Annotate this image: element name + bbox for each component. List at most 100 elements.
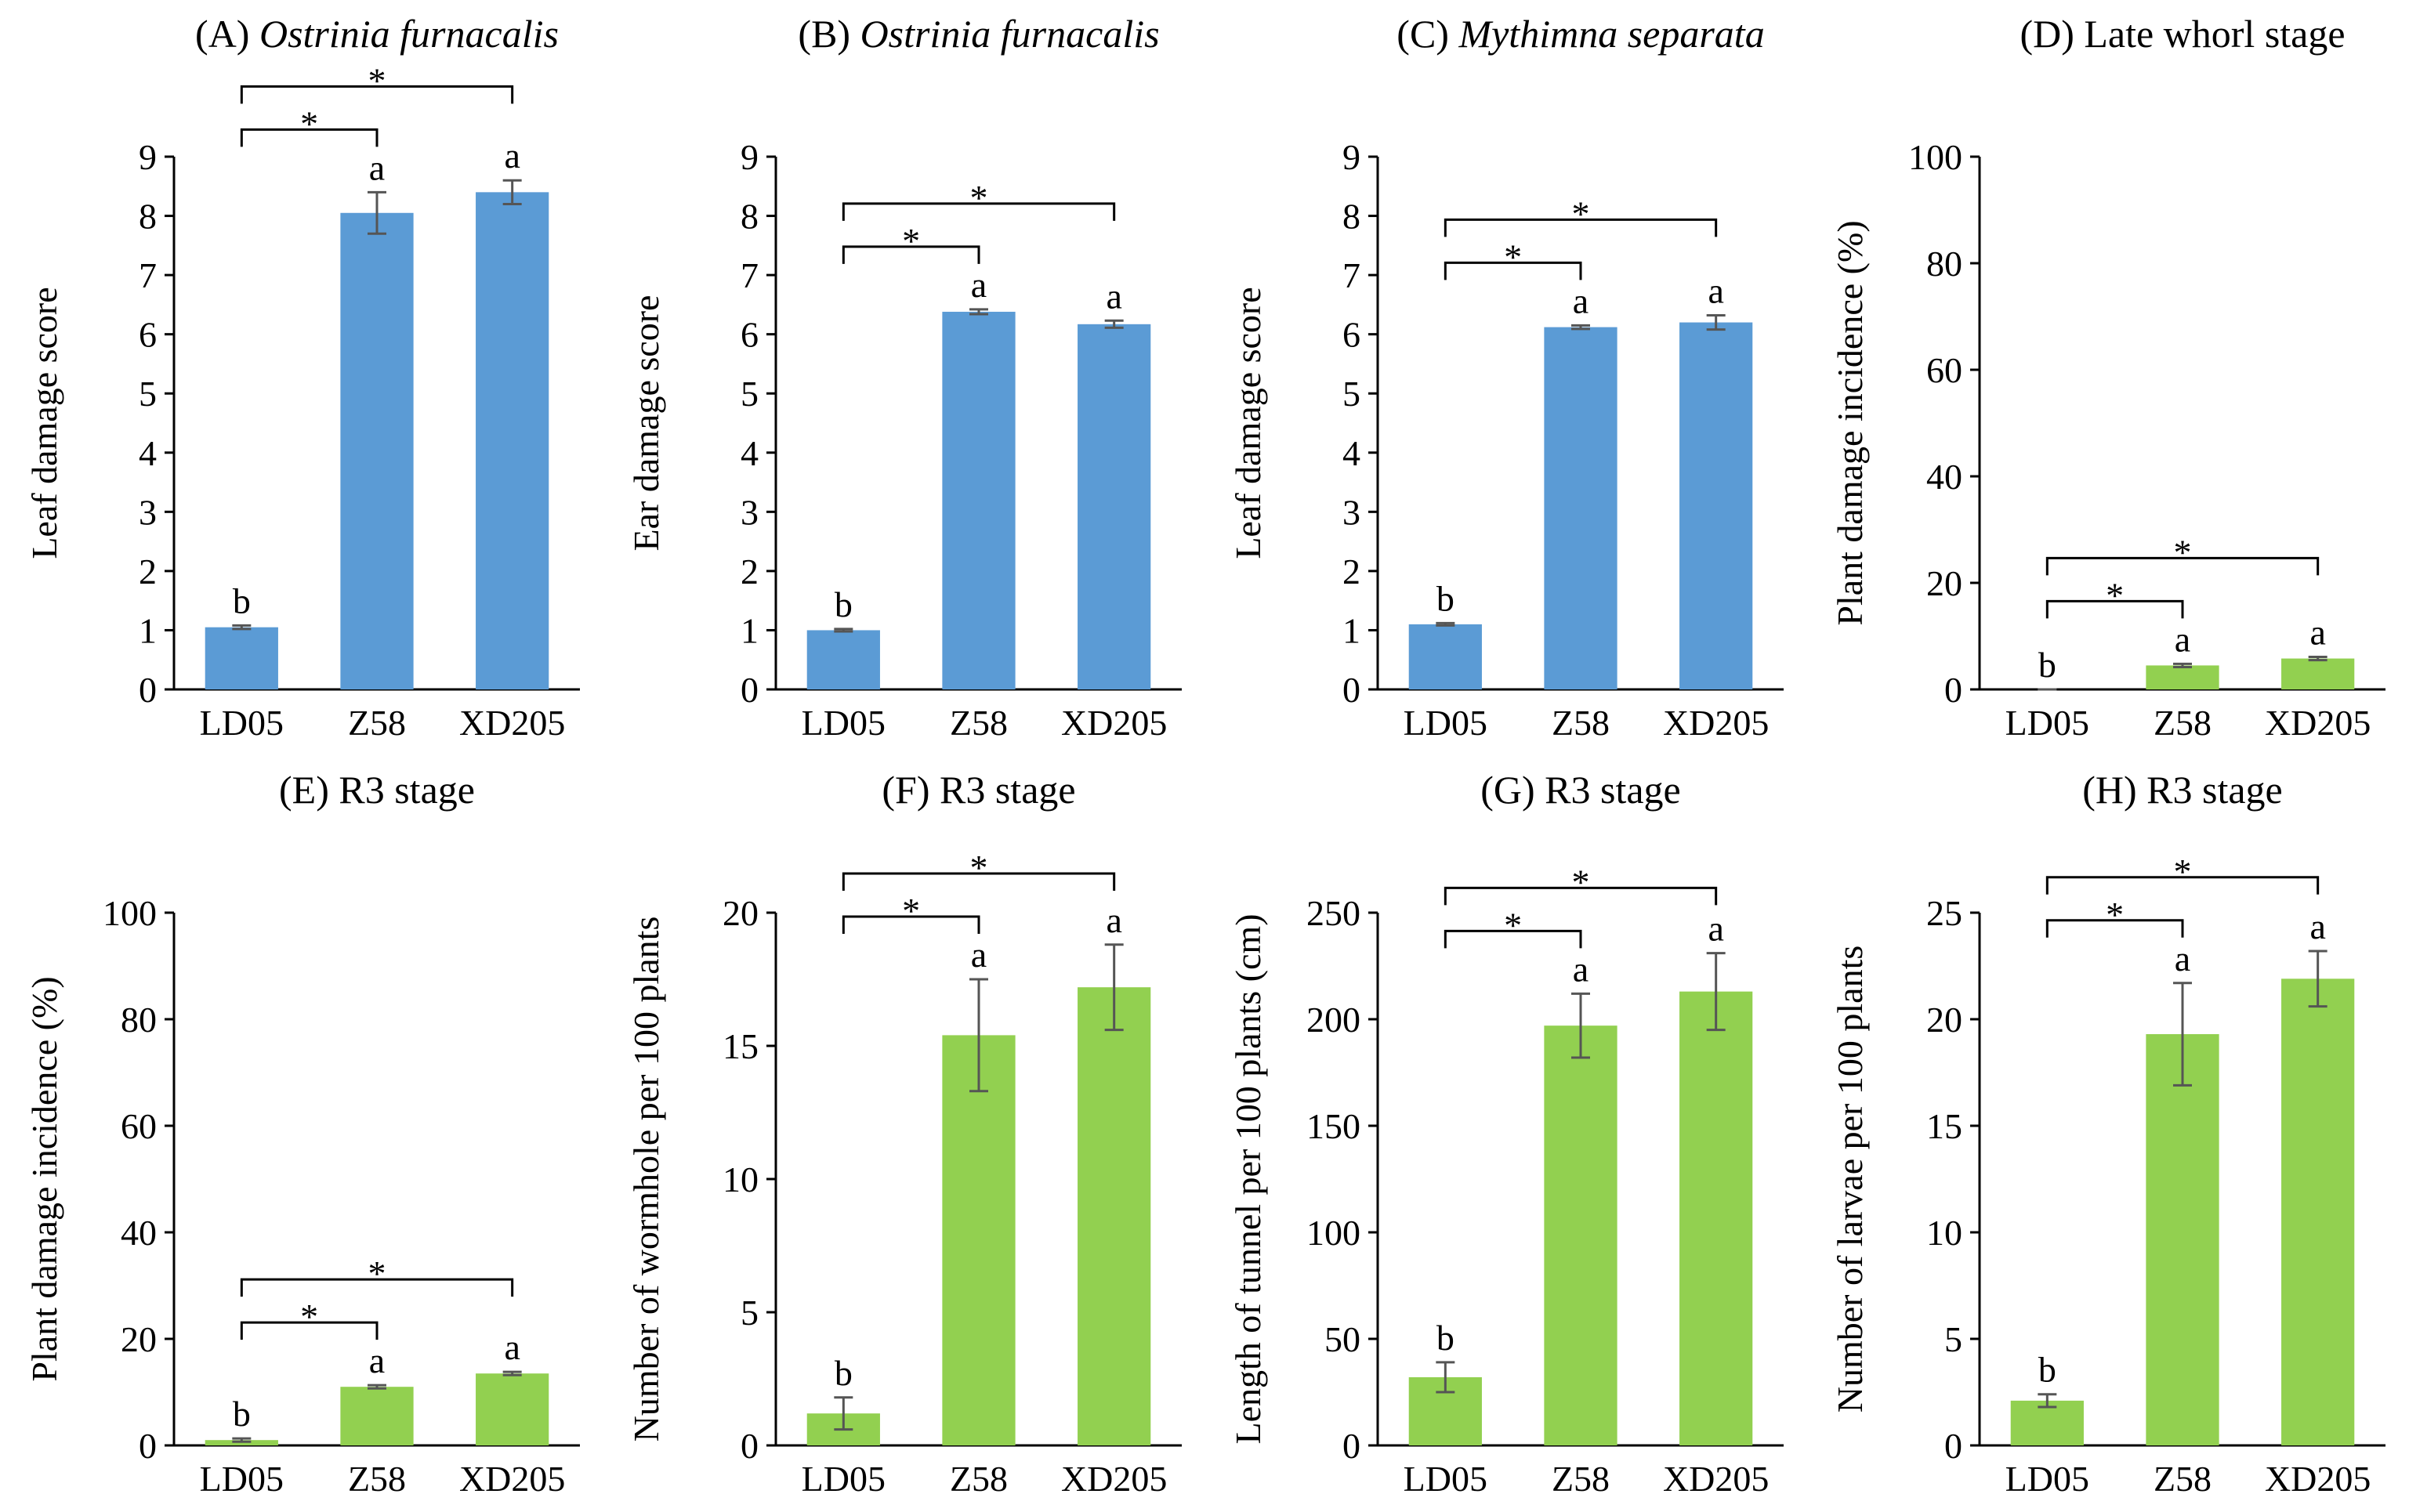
x-tick-label: XD205 [1061,703,1167,743]
y-tick-label: 250 [1306,893,1360,933]
y-tick-label: 100 [1306,1213,1360,1253]
x-tick-label: XD205 [2265,703,2371,743]
y-tick-label: 0 [1944,1426,1962,1466]
x-tick-label: Z58 [1552,1459,1610,1499]
significance-bracket [240,85,514,104]
significance-bracket [1444,886,1718,906]
x-tick-label: Z58 [950,1459,1008,1499]
significance-star: * [2174,852,2192,892]
panel: (H) R3 stage Number of larvae per 100 pla… [1830,768,2385,1499]
significance-bracket [842,915,980,934]
y-tick-label: 7 [139,255,157,295]
panel-name: R3 stage [339,768,475,812]
x-tick-label: Z58 [348,703,406,743]
significance-letter: a [2309,613,2325,653]
y-tick-label: 0 [1342,670,1360,710]
y-tick-label: 1 [1342,610,1360,650]
significance-star: * [2106,575,2124,615]
significance-bracket [1444,218,1718,237]
panel-title: (G) R3 stage [1480,768,1681,812]
panel: (D) Late whorl stage Plant damage inciden… [1830,12,2385,743]
y-tick-label: 100 [103,893,157,933]
x-tick-label: LD05 [1404,703,1487,743]
panel-label: (D) [2020,12,2074,56]
significance-letter: b [1436,1318,1454,1358]
bar [1544,327,1617,689]
significance-letter: a [1573,280,1588,320]
significance-star: * [902,891,920,931]
y-tick-label: 15 [723,1026,759,1066]
x-tick-label: XD205 [459,703,565,743]
bar [1544,1025,1617,1445]
y-tick-label: 0 [139,670,157,710]
bar [1078,324,1151,689]
y-axis-label: Plant damage incidence (%) [24,976,64,1381]
panel-name: Late whorl stage [2084,12,2345,56]
y-tick-label: 0 [741,1426,759,1466]
significance-star: * [1504,905,1522,945]
y-tick-label: 80 [121,1000,157,1040]
x-tick-label: XD205 [1061,1459,1167,1499]
significance-letter: a [504,136,520,175]
panel-title: (A) Ostrinia furnacalis [195,12,559,56]
y-tick-label: 9 [1342,137,1360,177]
panel: (A) Ostrinia furnacalis Leaf damage score… [24,12,580,743]
y-axis-label: Number of larvae per 100 plants [1830,946,1870,1413]
panel-name: R3 stage [2146,768,2283,812]
y-tick-label: 5 [139,374,157,414]
x-tick-label: Z58 [348,1459,406,1499]
x-tick-label: LD05 [1404,1459,1487,1499]
y-axis-label: Plant damage incidence (%) [1830,220,1870,625]
y-axis-label: Ear damage score [626,295,666,552]
significance-star: * [970,178,988,218]
significance-star: * [368,1253,386,1293]
significance-letter: a [1708,909,1723,949]
significance-bracket [240,1278,514,1297]
bar [205,627,278,689]
significance-letter: b [2038,645,2056,685]
significance-bracket [1444,261,1582,280]
x-tick-label: Z58 [1552,703,1610,743]
significance-star: * [970,848,988,888]
significance-letter: b [2038,1350,2056,1390]
y-tick-label: 7 [1342,255,1360,295]
x-tick-label: LD05 [2005,1459,2089,1499]
panel-title: (H) R3 stage [2082,768,2283,812]
significance-letter: b [835,584,853,624]
significance-bracket [842,872,1116,891]
panel-title: (F) R3 stage [882,768,1075,812]
panel: (G) R3 stage Length of tunnel per 100 pla… [1228,768,1784,1499]
panel-label: (E) [279,768,329,812]
significance-letter: a [1573,949,1588,989]
panel-label: (F) [882,768,929,812]
y-tick-label: 20 [1926,563,1962,603]
significance-letter: a [2175,619,2190,659]
y-tick-label: 20 [723,893,759,933]
y-tick-label: 25 [1926,893,1962,933]
x-tick-label: XD205 [1663,1459,1769,1499]
y-tick-label: 2 [1342,552,1360,591]
y-tick-label: 10 [1926,1213,1962,1253]
significance-bracket [842,245,980,264]
panel-label: (G) [1480,768,1534,812]
y-axis-label: Length of tunnel per 100 plants (cm) [1228,913,1268,1444]
panel: (B) Ostrinia furnacalis Ear damage score 0… [626,12,1182,743]
y-axis-label: Number of wormhole per 100 plants [626,917,666,1442]
y-tick-label: 7 [741,255,759,295]
panel: (C) Mythimna separata Leaf damage score 0 1… [1228,12,1784,743]
bar [942,311,1016,689]
y-tick-label: 3 [1342,492,1360,532]
y-tick-label: 6 [741,315,759,355]
significance-letter: a [2309,906,2325,946]
significance-bracket [2045,556,2320,576]
significance-bracket [2045,876,2320,895]
y-tick-label: 3 [139,492,157,532]
y-tick-label: 6 [139,315,157,355]
bar [476,1373,549,1445]
significance-letter: a [504,1327,520,1367]
panel-name: R3 stage [1545,768,1681,812]
y-tick-label: 150 [1306,1106,1360,1146]
y-tick-label: 9 [741,137,759,177]
